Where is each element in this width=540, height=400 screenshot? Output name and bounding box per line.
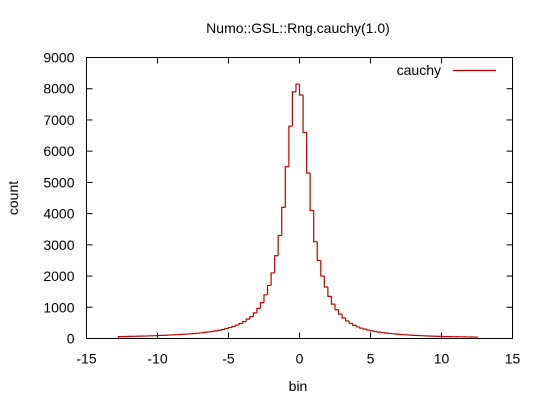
histogram-bin <box>277 234 282 256</box>
x-tick-label: 0 <box>296 351 304 367</box>
histogram-bin <box>235 324 240 327</box>
histogram-bin <box>355 325 360 328</box>
legend-label-cauchy: cauchy <box>397 62 441 78</box>
histogram-bin <box>252 312 257 317</box>
histogram-bin <box>330 296 335 305</box>
histogram-bin <box>320 260 325 277</box>
y-tick-label: 5000 <box>43 174 74 190</box>
histogram-bin <box>373 330 378 333</box>
histogram-bin <box>220 328 225 331</box>
histogram-bin <box>249 316 254 320</box>
histogram-bin <box>337 309 343 315</box>
histogram-bin <box>472 336 478 339</box>
histogram-bin <box>352 323 357 326</box>
histogram-bin <box>256 307 261 313</box>
histogram-bin <box>334 304 339 311</box>
histogram-bin <box>302 94 307 134</box>
y-tick-label: 8000 <box>43 81 74 97</box>
y-axis-ticks: 0 1000 2000 3000 4000 5000 6000 7000 8000 9000 <box>43 50 513 347</box>
histogram-bin <box>288 125 293 167</box>
histogram-bin <box>323 276 328 288</box>
histogram-bin <box>117 336 122 339</box>
histogram-bin <box>263 294 268 303</box>
histogram-bin <box>327 286 332 297</box>
histogram-bin <box>259 301 264 309</box>
legend: cauchy <box>397 62 496 78</box>
x-tick-label: -10 <box>147 351 167 367</box>
histogram-bin <box>362 328 367 330</box>
x-tick-label: -15 <box>76 351 96 367</box>
histogram-bin <box>345 317 350 322</box>
histogram-bin <box>359 326 364 329</box>
histogram-bin <box>245 318 250 322</box>
histogram-bin <box>238 322 243 326</box>
y-tick-label: 9000 <box>43 50 74 66</box>
y-tick-label: 1000 <box>43 299 74 315</box>
histogram-bin <box>227 326 233 329</box>
x-tick-label: 10 <box>434 351 450 367</box>
x-axis-label: bin <box>289 378 308 394</box>
y-tick-label: 0 <box>67 331 75 347</box>
histogram-bin <box>369 330 375 332</box>
histogram-bin <box>366 329 371 331</box>
histogram-bin <box>266 284 272 295</box>
x-tick-label: 5 <box>367 351 375 367</box>
histogram-bin <box>284 166 289 208</box>
histogram-bin <box>313 210 318 243</box>
histogram-bin <box>270 272 275 286</box>
histogram-bin <box>274 255 279 273</box>
y-tick-label: 2000 <box>43 268 74 284</box>
histogram-bin <box>291 91 296 127</box>
histogram-bin <box>298 84 304 96</box>
y-tick-label: 7000 <box>43 112 74 128</box>
x-axis-ticks: -15 -10 -5 0 5 10 15 <box>76 57 521 367</box>
histogram-bin <box>348 321 353 325</box>
histogram-bin <box>281 206 286 236</box>
histogram-bin <box>231 325 236 328</box>
y-tick-label: 4000 <box>43 206 74 222</box>
histogram-bin <box>306 132 311 174</box>
x-tick-label: -5 <box>222 351 235 367</box>
y-tick-label: 6000 <box>43 143 74 159</box>
histogram-bin <box>377 331 382 333</box>
histogram-bin <box>295 83 300 92</box>
histogram-bin <box>224 327 229 330</box>
histogram-bin <box>341 314 346 319</box>
histogram-bin <box>316 241 321 262</box>
histogram-series <box>117 83 478 339</box>
chart-title: Numo::GSL::Rng.cauchy(1.0) <box>206 20 390 36</box>
x-tick-label: 15 <box>505 351 521 367</box>
histogram-bin <box>242 321 247 324</box>
histogram-bin <box>217 329 222 331</box>
plot-frame <box>86 57 513 339</box>
histogram-bin <box>309 173 314 212</box>
histogram-bin <box>213 330 218 332</box>
y-axis-label: count <box>5 181 21 215</box>
y-tick-label: 3000 <box>43 237 74 253</box>
